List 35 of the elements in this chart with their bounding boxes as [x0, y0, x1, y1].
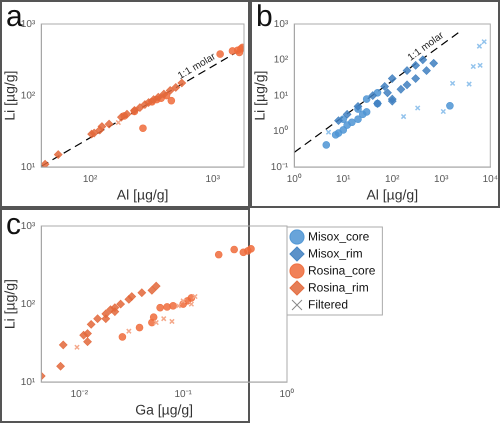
- y-tick-label: 10³: [20, 220, 36, 232]
- y-axis-title: Li [µg/g]: [251, 70, 268, 121]
- y-tick-label: 10²: [20, 298, 36, 310]
- x-tick-label: 10²: [385, 174, 400, 185]
- x-tick-label: 10⁴: [482, 174, 498, 185]
- y-tick-label: 10⁻¹: [270, 162, 289, 173]
- x-tick-label: 10²: [82, 174, 98, 185]
- legend-label: Misox_rim: [308, 246, 363, 260]
- y-tick-label: 10¹: [274, 90, 289, 102]
- chart-title: a: [6, 0, 23, 34]
- y-axis-title: Li [µg/g]: [1, 279, 18, 330]
- y-axis-title: Li [µg/g]: [1, 70, 18, 121]
- legend-label: Rosina_rim: [308, 280, 369, 294]
- y-tick-label: 10¹: [20, 376, 36, 388]
- y-tick-label: 10³: [20, 18, 36, 30]
- y-tick-label: 10¹: [20, 162, 36, 173]
- chart-title: b: [256, 0, 273, 34]
- x-axis-title: Al [µg/g]: [116, 186, 168, 202]
- x-axis-title: Ga [µg/g]: [135, 401, 194, 418]
- legend-label: Rosina_core: [308, 263, 376, 278]
- y-tick-label: 10²: [274, 54, 289, 66]
- y-tick-label: 10²: [20, 90, 36, 102]
- y-tick-label: 10⁰: [273, 125, 288, 138]
- x-tick-label: 10⁰: [286, 172, 302, 185]
- x-axis-title: Al [µg/g]: [366, 186, 418, 202]
- y-tick-label: 10³: [274, 18, 289, 30]
- x-tick-label: 10⁻¹: [174, 388, 193, 400]
- legend-label: Filtered: [308, 297, 348, 312]
- chart-title: c: [6, 208, 21, 242]
- x-tick-label: 10³: [205, 174, 221, 185]
- x-tick-label: 10³: [434, 174, 450, 185]
- annotation: 1:1 molar: [176, 50, 218, 82]
- x-tick-label: 10⁻²: [70, 388, 89, 400]
- x-tick-label: 10¹: [336, 174, 352, 185]
- legend-label: Misox_core: [308, 229, 370, 244]
